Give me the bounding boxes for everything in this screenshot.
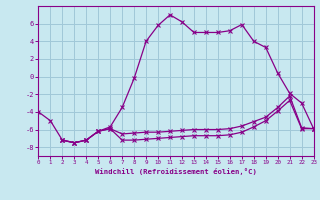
X-axis label: Windchill (Refroidissement éolien,°C): Windchill (Refroidissement éolien,°C): [95, 168, 257, 175]
